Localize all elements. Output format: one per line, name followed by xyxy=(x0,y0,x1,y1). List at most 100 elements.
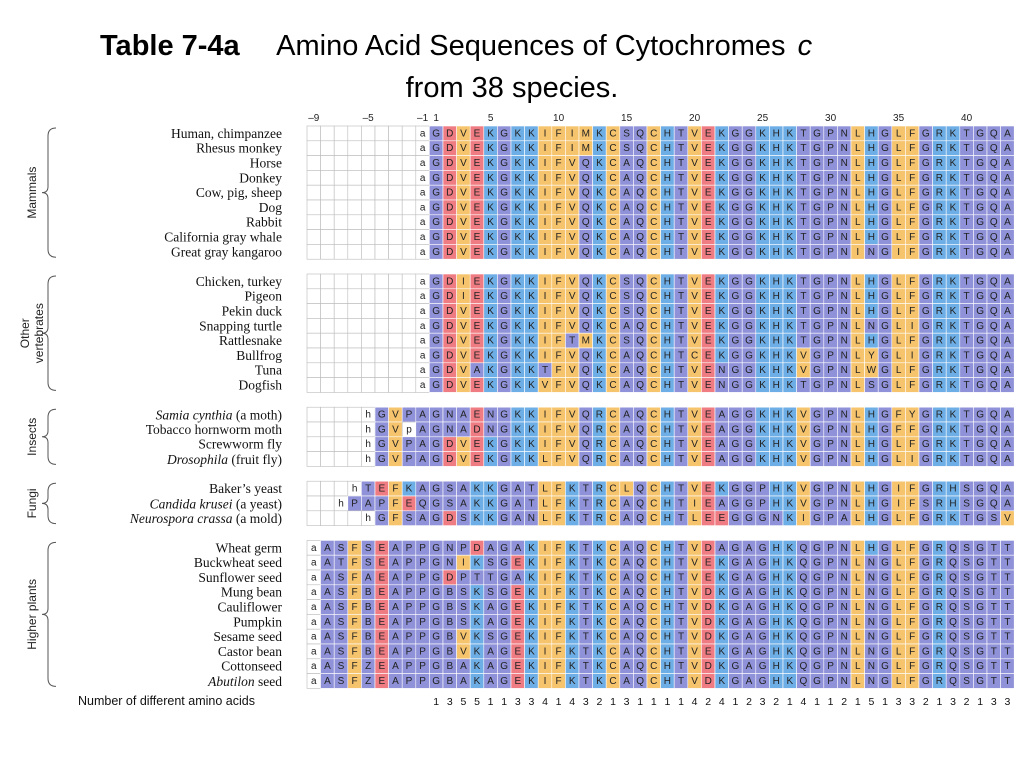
residue-cell xyxy=(374,184,389,201)
residue-cell xyxy=(401,125,417,142)
position-label: 20 xyxy=(689,113,701,124)
residue-cell xyxy=(347,229,362,245)
residue-cell xyxy=(401,377,417,393)
residue-cell xyxy=(347,362,362,378)
residue-cell xyxy=(320,155,335,171)
residue-cell xyxy=(374,125,389,142)
count: 2 xyxy=(773,696,779,708)
residue-cell xyxy=(320,495,335,512)
residue-cell xyxy=(361,362,376,378)
residue-cell xyxy=(333,406,349,423)
residue-cell xyxy=(347,347,362,364)
brace xyxy=(41,127,57,258)
residue-cell xyxy=(333,273,349,290)
species-name: Buckwheat seed xyxy=(194,555,282,570)
residue-cell xyxy=(333,451,349,467)
residue-cell xyxy=(361,199,376,216)
residue-cell xyxy=(333,480,349,497)
residue-cell xyxy=(347,303,362,319)
residue-cell xyxy=(306,303,321,319)
residue-cell xyxy=(347,273,362,290)
count: 3 xyxy=(624,696,630,708)
species-name: Sunflower seed xyxy=(198,570,282,585)
position-label: 40 xyxy=(961,113,973,124)
residue-cell xyxy=(361,125,376,142)
residue-cell xyxy=(320,332,335,349)
species-name: Snapping turtle xyxy=(199,318,282,333)
residue-cell xyxy=(401,170,417,186)
residue-cell xyxy=(401,318,417,334)
residue-cell xyxy=(333,510,349,526)
residue-cell xyxy=(306,495,321,512)
brace xyxy=(41,482,57,525)
residue-cell xyxy=(347,199,362,216)
residue-cell xyxy=(333,362,349,378)
residue-cell xyxy=(374,155,389,171)
residue-cell xyxy=(347,125,362,142)
residue-cell xyxy=(374,303,389,319)
residue-cell xyxy=(306,377,321,393)
residue-cell xyxy=(347,377,362,393)
count: 4 xyxy=(719,696,725,708)
residue-cell xyxy=(320,347,335,364)
residue-cell xyxy=(306,480,321,497)
species-name: Wheat germ xyxy=(216,540,283,555)
residue-cell xyxy=(347,288,362,304)
residue-cell xyxy=(306,229,321,245)
residue-cell xyxy=(320,362,335,378)
residue-cell xyxy=(347,318,362,334)
residue-cell xyxy=(388,273,403,290)
residue-cell xyxy=(333,303,349,319)
residue-cell xyxy=(306,421,321,438)
residue-cell xyxy=(374,318,389,334)
count: 2 xyxy=(596,696,602,708)
count: 1 xyxy=(556,696,562,708)
count: 1 xyxy=(501,696,507,708)
species-name: Cow, pig, sheep xyxy=(196,185,282,200)
residue-cell xyxy=(333,377,349,393)
residue-cell xyxy=(333,155,349,171)
residue-cell xyxy=(320,229,335,245)
residue-cell xyxy=(361,377,376,393)
count: 1 xyxy=(610,696,616,708)
residue-cell xyxy=(1000,244,1015,260)
residue-cell xyxy=(401,184,417,201)
residue-cell xyxy=(306,332,321,349)
residue-cell xyxy=(388,244,403,260)
count: 3 xyxy=(528,696,534,708)
residue-cell xyxy=(333,244,349,260)
residue-cell xyxy=(361,229,376,245)
residue-cell xyxy=(333,288,349,304)
count: 1 xyxy=(732,696,738,708)
residue-cell xyxy=(388,332,403,349)
count: 1 xyxy=(977,696,983,708)
count: 5 xyxy=(868,696,874,708)
species-name: Human, chimpanzee xyxy=(171,126,282,141)
residue-cell xyxy=(306,170,321,186)
species-name: California gray whale xyxy=(164,230,282,245)
count: 5 xyxy=(474,696,480,708)
residue-cell xyxy=(347,244,362,260)
residue-cell xyxy=(320,421,335,438)
species-name: Cauliflower xyxy=(218,600,283,615)
residue-cell xyxy=(388,170,403,186)
footer-label: Number of different amino acids xyxy=(78,694,255,708)
residue-cell xyxy=(388,140,403,156)
residue-cell xyxy=(306,140,321,156)
residue-cell xyxy=(388,199,403,216)
residue-cell xyxy=(374,347,389,364)
residue-cell xyxy=(320,125,335,142)
residue-cell xyxy=(374,362,389,378)
count: 1 xyxy=(637,696,643,708)
residue-cell xyxy=(361,332,376,349)
residue-cell xyxy=(320,288,335,304)
brace xyxy=(41,541,57,687)
